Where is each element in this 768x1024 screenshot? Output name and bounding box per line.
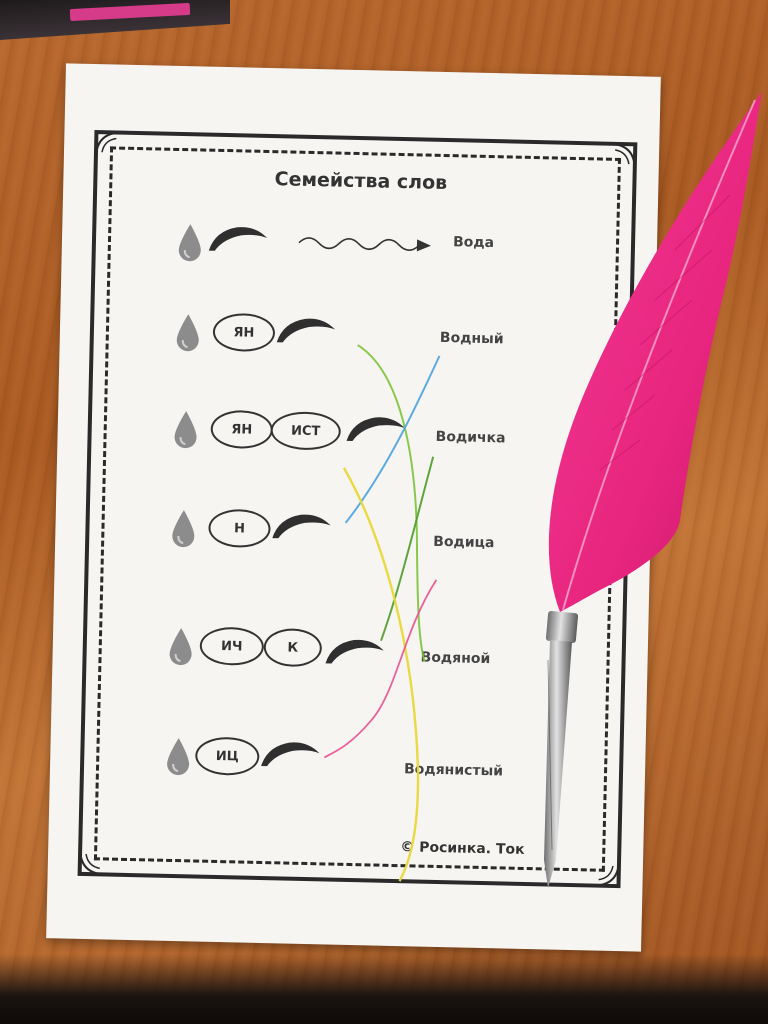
corner-ornament-icon: [79, 847, 106, 876]
yellow-line: [342, 467, 420, 882]
water-drop-icon: [176, 314, 199, 352]
brow-icon: [272, 514, 331, 539]
water-drop-icon: [167, 738, 190, 776]
water-drop-icon: [178, 224, 201, 262]
brow-icon: [325, 639, 384, 664]
matching-lines: [323, 344, 441, 882]
water-drop-icon: [172, 510, 195, 548]
pink-line: [323, 579, 438, 759]
word-row-2: ЯН: [174, 306, 495, 361]
water-drop-icon: [174, 411, 197, 449]
dark-floor-edge: [0, 954, 768, 1024]
water-drop-icon: [169, 628, 192, 666]
brow-icon: [346, 417, 405, 441]
brow-icon: [261, 742, 320, 767]
brow-icon: [208, 227, 268, 251]
blue-line: [344, 355, 441, 524]
word-row-3: ЯН ИСТ: [172, 403, 493, 458]
word-row-1: [176, 216, 497, 271]
word-row-6: ИЦ: [165, 730, 486, 785]
brow-icon: [276, 318, 336, 343]
worksheet-paper: Семейства слов Вода ЯН Водный ЯН ИСТ Вод…: [46, 63, 661, 952]
corner-ornament-icon: [592, 860, 621, 887]
dark-green-line: [380, 456, 435, 642]
green-line: [357, 344, 426, 662]
word-row-5: ИЧ К: [167, 620, 488, 675]
corner-ornament-icon: [94, 131, 123, 159]
wavy-arrow-icon: [298, 237, 431, 252]
word-row-4: Н: [170, 502, 491, 557]
